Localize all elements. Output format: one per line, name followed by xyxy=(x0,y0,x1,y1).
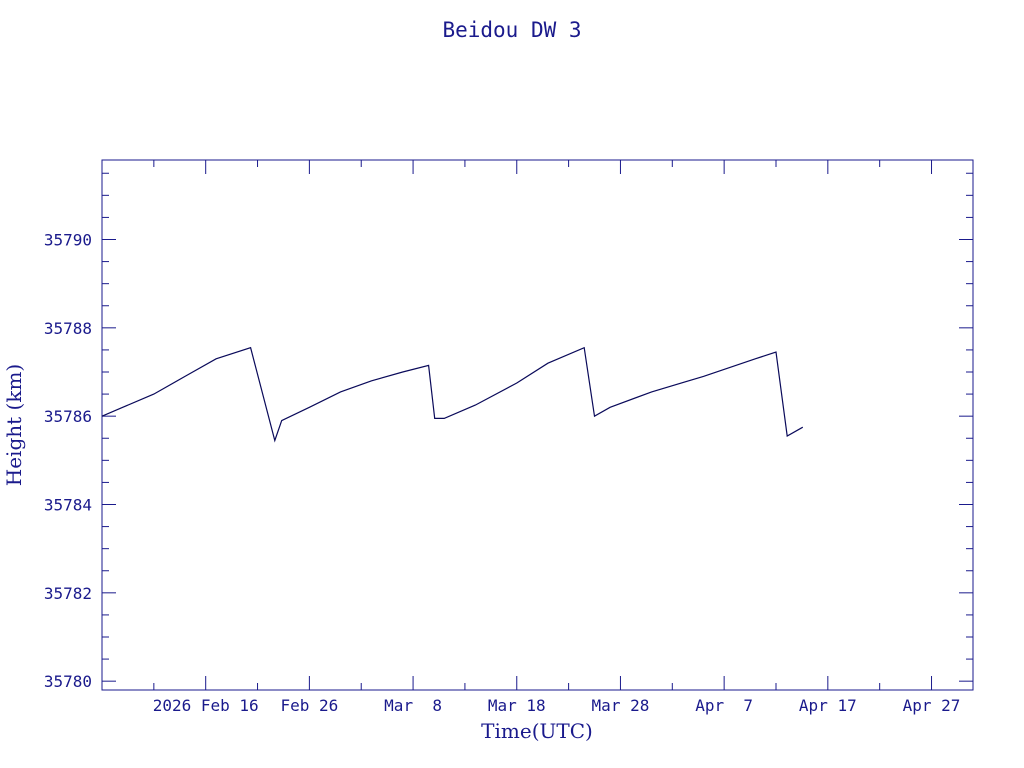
x-tick-label: Apr 17 xyxy=(799,696,857,715)
y-axis-tick-labels: 35780 35782 35784 35786 35788 35790 xyxy=(44,231,92,692)
y-tick-label: 35780 xyxy=(44,672,92,691)
y-tick-label: 35786 xyxy=(44,407,92,426)
x-tick-label: Mar 18 xyxy=(488,696,546,715)
y-tick-label: 35788 xyxy=(44,319,92,338)
y-axis-label: Height (km) xyxy=(2,364,26,486)
series-line xyxy=(101,346,804,443)
chart-title: Beidou DW 3 xyxy=(442,18,581,42)
x-tick-label: 2026 Feb 16 xyxy=(153,696,259,715)
x-axis-label: Time(UTC) xyxy=(481,719,593,743)
x-tick-label: Mar 8 xyxy=(384,696,442,715)
plot-frame xyxy=(101,159,974,691)
x-axis-tick-labels: 2026 Feb 16 Feb 26 Mar 8 Mar 18 Mar 28 Apr 7 A… xyxy=(153,696,961,715)
x-tick-label: Apr 27 xyxy=(903,696,961,715)
x-tick-label: Mar 28 xyxy=(592,696,650,715)
y-tick-label: 35790 xyxy=(44,231,92,250)
x-tick-label: Feb 26 xyxy=(280,696,338,715)
y-tick-label: 35784 xyxy=(44,496,92,515)
axis-ticks xyxy=(101,160,973,690)
x-tick-label: Apr 7 xyxy=(695,696,753,715)
y-tick-label: 35782 xyxy=(44,584,92,603)
